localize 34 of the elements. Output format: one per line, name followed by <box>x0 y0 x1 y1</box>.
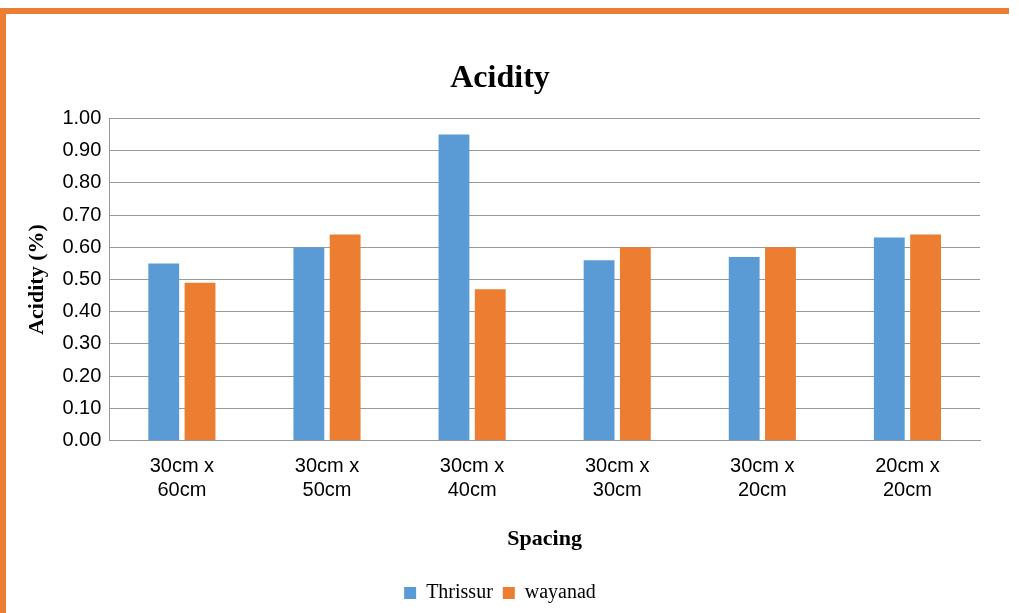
y-tick-label: 1.00 <box>62 105 102 128</box>
x-tick-label: 20cm x 20cm <box>875 454 940 501</box>
y-tick-label: 0.90 <box>62 138 102 161</box>
x-tick-label: 30cm x 30cm <box>584 454 650 501</box>
bar <box>293 247 325 441</box>
legend-label: Thrissur <box>426 580 494 603</box>
x-tick-label: 30cm x 20cm <box>730 454 795 501</box>
y-tick-label: 0.00 <box>62 428 102 451</box>
bar <box>474 289 506 441</box>
bar <box>148 263 180 441</box>
y-tick-label: 0.10 <box>62 395 102 418</box>
y-tick-label: 0.40 <box>62 299 102 322</box>
bar <box>728 256 760 441</box>
x-tick-label: 30cm x 60cm <box>149 454 215 501</box>
y-tick-label: 0.70 <box>62 202 102 225</box>
bar <box>619 247 651 441</box>
bar <box>583 260 615 441</box>
y-tick-label: 0.60 <box>62 234 102 257</box>
x-tick-label: 30cm x 50cm <box>294 454 360 501</box>
bar <box>329 234 361 441</box>
bar <box>910 234 941 441</box>
legend-label: wayanad <box>524 580 596 604</box>
y-tick-label: 0.80 <box>62 170 102 193</box>
y-tick-label: 0.30 <box>62 331 102 354</box>
bar <box>438 134 470 441</box>
bar <box>184 282 216 441</box>
y-tick-label: 0.50 <box>62 267 102 290</box>
bar <box>765 247 796 441</box>
bar <box>873 237 905 441</box>
x-axis-title: Spacing <box>507 525 582 551</box>
y-tick-label: 0.20 <box>62 363 102 386</box>
x-tick-label: 30cm x 40cm <box>439 454 505 501</box>
chart-title: Acidity <box>450 58 550 95</box>
y-axis-title: Acidity (%) <box>22 224 48 335</box>
